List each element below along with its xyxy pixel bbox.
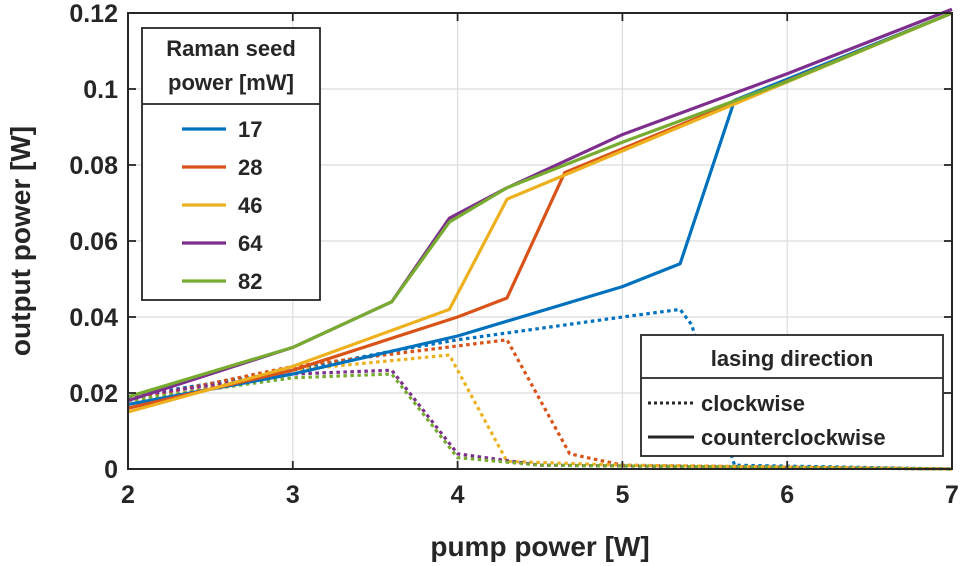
series-46-counterclockwise-line bbox=[127, 11, 953, 414]
tick-marks bbox=[127, 12, 953, 470]
direction-legend: lasing direction clockwise counterclockw… bbox=[640, 334, 944, 457]
series-82-counterclockwise-line bbox=[127, 11, 953, 399]
seed-legend-box bbox=[141, 27, 321, 301]
y-tick-label: 0.02 bbox=[69, 380, 118, 408]
direction-legend-clockwise-label: clockwise bbox=[701, 391, 805, 416]
series-28-counterclockwise-line bbox=[127, 11, 953, 410]
seed-legend-entries: 17 28 46 64 82 bbox=[182, 117, 263, 294]
x-tick-label: 4 bbox=[451, 481, 465, 509]
x-tick-label: 5 bbox=[615, 481, 629, 509]
direction-legend-title: lasing direction bbox=[711, 346, 874, 371]
seed-legend-label-82: 82 bbox=[238, 269, 262, 294]
seed-legend-label-28: 28 bbox=[238, 155, 262, 180]
tick-labels: 2 3 4 5 6 7 0 0.02 0.04 0.06 0.08 0.1 0.12 bbox=[69, 0, 959, 509]
y-tick-label: 0.04 bbox=[69, 304, 118, 332]
y-tick-label: 0 bbox=[104, 456, 118, 484]
seed-legend-title-line2: power [mW] bbox=[168, 70, 294, 95]
y-axis-label: output power [W] bbox=[5, 126, 36, 356]
x-tick-label: 3 bbox=[286, 481, 300, 509]
x-axis-label: pump power [W] bbox=[430, 531, 649, 562]
direction-legend-counterclockwise-label: counterclockwise bbox=[701, 425, 886, 450]
seed-legend-label-17: 17 bbox=[238, 117, 262, 142]
seed-legend-label-64: 64 bbox=[238, 231, 263, 256]
seed-legend: Raman seed power [mW] 17 28 46 64 82 bbox=[141, 27, 321, 301]
seed-legend-label-46: 46 bbox=[238, 193, 262, 218]
seed-legend-title-line1: Raman seed bbox=[166, 36, 296, 61]
y-tick-label: 0.1 bbox=[83, 76, 118, 104]
y-tick-label: 0.06 bbox=[69, 228, 118, 256]
x-tick-label: 2 bbox=[121, 481, 135, 509]
series-lines bbox=[127, 7, 953, 471]
y-tick-label: 0.12 bbox=[69, 0, 118, 28]
x-tick-label: 6 bbox=[780, 481, 794, 509]
x-tick-label: 7 bbox=[945, 481, 959, 509]
y-tick-label: 0.08 bbox=[69, 152, 118, 180]
